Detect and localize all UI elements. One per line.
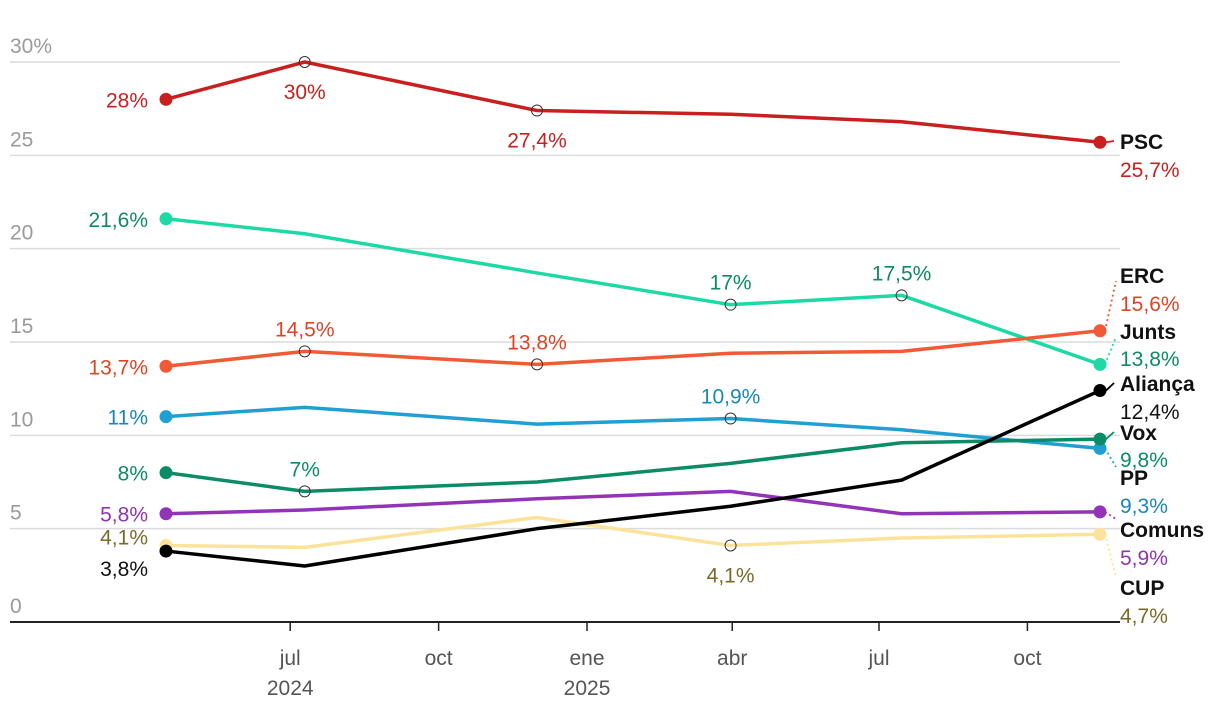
marker-alianca-0 [159,544,173,558]
end-label-value-comuns: 5,9% [1120,547,1168,570]
end-label-name-psc: PSC [1120,131,1163,154]
data-label-junts: 17,5% [872,262,932,285]
data-label-comuns: 5,8% [100,504,148,527]
series-line-erc [164,329,1102,369]
labelled-point-cup [724,539,737,552]
marker-junts-0 [159,212,173,226]
data-label-pp: 10,9% [701,386,761,409]
end-leader-vox [1105,431,1115,440]
marker-comuns-0 [159,507,173,521]
x-tick-label: jul [867,647,889,670]
marker-pp-5 [1093,441,1107,455]
end-leader-junts [1104,336,1117,365]
data-label-cup: 4,1% [100,526,148,549]
marker-vox-5 [1093,432,1107,446]
end-label-value-vox: 9,8% [1120,449,1168,472]
end-leader-erc [1104,280,1117,331]
y-tick-label: 15 [10,315,33,338]
data-label-psc: 27,4% [507,130,567,153]
end-label-name-vox: Vox [1120,422,1157,445]
data-label-cup: 4,1% [707,564,755,587]
marker-vox-0 [159,466,173,480]
y-tick-label: 30% [10,35,52,58]
end-leader-alianca [1105,382,1115,392]
series-line-alianca [164,388,1102,568]
labelled-point-erc [298,345,311,358]
data-label-pp: 11% [108,407,148,430]
marker-alianca-5 [1093,384,1107,398]
data-label-junts: 17% [710,272,752,295]
data-label-junts: 21,6% [88,209,148,232]
labelled-point-psc [298,56,311,68]
labelled-point-junts [895,289,908,302]
series-lines [164,60,1102,568]
end-label-value-cup: 4,7% [1120,605,1168,628]
end-leader-comuns [1104,511,1117,520]
marker-comuns-5 [1093,505,1107,519]
end-leader-cup [1104,534,1117,578]
end-label-value-junts: 13,8% [1120,348,1180,371]
data-label-vox: 8% [118,463,148,486]
labelled-point-junts [724,298,737,311]
marker-junts-5 [1093,357,1107,371]
x-tick-label: oct [425,647,453,670]
series-line-comuns [164,489,1102,516]
data-labels: 28% 30% 27,4% 21,6% 17% 17,5% 13,7% 14,5% 13,8% 1… [88,81,931,587]
labelled-point-erc [531,358,544,371]
x-tick-label: abr [717,647,747,670]
end-leader-psc [1105,140,1115,144]
y-tick-label: 20 [10,222,33,245]
data-label-erc: 13,7% [88,356,148,379]
end-label-value-alianca: 12,4% [1120,401,1180,424]
marker-psc-0 [159,92,173,106]
series-markers [159,56,1107,558]
marker-erc-0 [159,359,173,373]
y-tick-label: 10 [10,408,33,431]
labelled-point-pp [724,412,737,425]
end-label-name-pp: PP [1120,467,1148,490]
labelled-point-psc [531,104,544,117]
end-label-name-junts: Junts [1120,321,1176,344]
end-leader-pp [1104,447,1117,468]
data-label-erc: 13,8% [507,331,567,354]
end-label-value-pp: 9,3% [1120,495,1168,518]
series-line-psc [164,60,1102,145]
data-label-alianca: 3,8% [100,558,148,581]
x-tick-label: jul [279,647,301,670]
series-line-junts [164,217,1102,367]
x-tick-year: 2024 [267,677,314,700]
marker-erc-5 [1093,324,1107,338]
marker-cup-5 [1093,527,1107,541]
end-label-value-psc: 25,7% [1120,159,1180,182]
x-tick-label: oct [1013,647,1041,670]
end-label-name-cup: CUP [1120,577,1164,600]
data-label-psc: 28% [106,89,148,112]
y-tick-label: 0 [10,595,22,618]
data-label-vox: 7% [290,458,320,481]
end-label-name-alianca: Aliança [1120,373,1195,396]
data-label-psc: 30% [284,81,326,104]
data-label-erc: 14,5% [275,318,335,341]
x-tick-label: ene [570,647,605,670]
end-label-name-comuns: Comuns [1120,519,1204,542]
end-labels: PSC 25,7% Junts 13,8% ERC 15,6% PP 9,3% Vox 9,8% C… [1104,131,1204,628]
marker-psc-5 [1093,135,1107,149]
end-label-value-erc: 15,6% [1120,293,1180,316]
y-tick-label: 25 [10,128,33,151]
y-tick-label: 5 [10,502,22,525]
series-line-pp [164,405,1102,451]
series-line-cup [164,515,1102,550]
end-label-name-erc: ERC [1120,265,1164,288]
marker-pp-0 [159,410,173,424]
axis-layer: jul 2024 oct ene 2025 abr jul oct [10,621,1120,700]
x-tick-year: 2025 [564,677,611,700]
series-line-vox [164,437,1102,494]
grid-layer: 0 5 10 15 20 25 30% [10,35,1120,618]
labelled-point-vox [298,485,311,498]
